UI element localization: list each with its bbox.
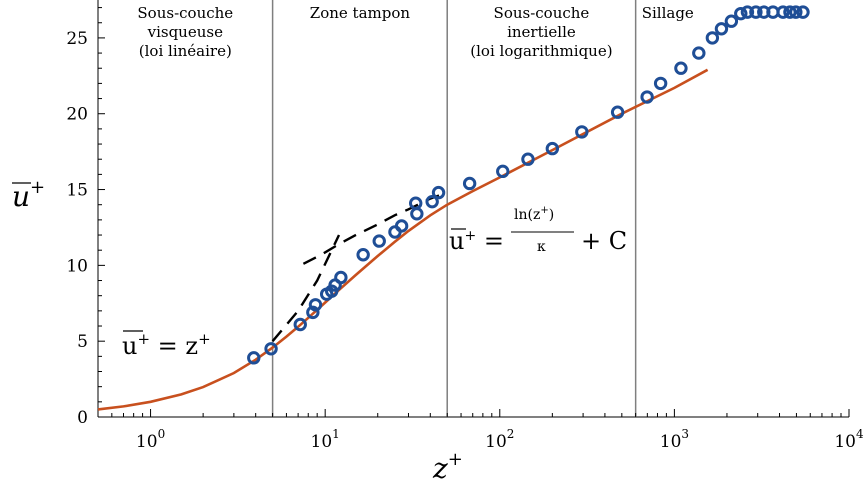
region-label-line: Sous-couche xyxy=(494,4,590,22)
x-ticks: 100 101 102 103 104 xyxy=(97,409,864,452)
data-point xyxy=(264,342,278,356)
x-tick-label: 100 xyxy=(136,427,165,452)
region-label-line: Zone tampon xyxy=(310,4,411,22)
data-point xyxy=(410,207,424,221)
y-axis-title-sup: + xyxy=(30,177,45,198)
x-tick-exponent: 1 xyxy=(332,427,340,441)
data-point xyxy=(521,152,535,166)
y-tick-label: 25 xyxy=(66,29,88,49)
x-axis-title: z+ xyxy=(432,449,463,485)
data-point xyxy=(425,194,439,209)
y-axis-title: u+ xyxy=(12,177,45,213)
region-label-line: visqueuse xyxy=(147,23,223,41)
svg-text:u+: u+ xyxy=(12,177,45,213)
region-label-line: (loi linéaire) xyxy=(139,42,232,60)
data-point xyxy=(749,5,763,19)
data-point xyxy=(724,14,739,28)
x-tick-label: 103 xyxy=(660,427,689,452)
plot-frame xyxy=(97,0,849,418)
data-series xyxy=(97,5,810,411)
y-ticks: 0 5 10 15 20 25 xyxy=(66,7,105,428)
region-label-2: Zone tampon xyxy=(310,4,411,22)
y-axis-title-base: u xyxy=(12,180,30,213)
svg-text:z+: z+ xyxy=(432,449,463,485)
data-point xyxy=(653,76,668,91)
x-tick-base: 10 xyxy=(834,432,856,452)
x-tick-label: 102 xyxy=(485,427,514,452)
x-tick-base: 10 xyxy=(136,432,158,452)
x-tick-exponent: 2 xyxy=(507,427,515,441)
data-point xyxy=(734,6,748,21)
region-label-line: Sous-couche xyxy=(137,4,233,22)
svg-text:+ C: + C xyxy=(581,227,627,255)
x-axis-title-sup: + xyxy=(448,449,463,470)
x-tick-label: 101 xyxy=(311,427,340,452)
data-point xyxy=(431,185,446,200)
y-tick-label: 20 xyxy=(66,105,88,125)
data-point xyxy=(462,176,477,191)
data-point xyxy=(247,351,261,365)
data-point xyxy=(692,46,706,60)
data-point xyxy=(575,125,589,139)
data-point xyxy=(714,22,729,36)
svg-text:u+ =: u+ = xyxy=(449,227,504,255)
data-point xyxy=(776,5,790,19)
data-point xyxy=(394,219,409,233)
data-point xyxy=(372,234,386,248)
data-point xyxy=(545,141,560,156)
data-point xyxy=(496,164,510,179)
x-tick-base: 10 xyxy=(660,432,682,452)
svg-text:κ: κ xyxy=(537,239,546,255)
data-point xyxy=(306,305,320,320)
region-label-1: Sous-couche visqueuse (loi linéaire) xyxy=(137,4,233,60)
region-label-line: Sillage xyxy=(642,4,694,22)
x-tick-base: 10 xyxy=(311,432,333,452)
data-point xyxy=(796,5,810,19)
y-tick-label: 15 xyxy=(66,181,88,201)
x-tick-exponent: 0 xyxy=(158,427,166,441)
x-tick-exponent: 4 xyxy=(856,427,864,441)
asymptote-dashed-2 xyxy=(271,234,341,342)
region-label-line: (loi logarithmique) xyxy=(470,42,612,60)
data-point xyxy=(308,298,323,312)
data-point xyxy=(610,105,625,119)
y-tick-label: 0 xyxy=(77,408,88,428)
region-label-line: inertielle xyxy=(507,23,576,41)
data-point xyxy=(740,5,755,19)
asymptote-dashed-3 xyxy=(302,191,448,265)
data-point xyxy=(334,270,348,285)
x-tick-exponent: 3 xyxy=(681,427,689,441)
data-point xyxy=(356,248,370,262)
x-tick-base: 10 xyxy=(485,432,507,452)
region-label-4: Sillage xyxy=(642,4,694,22)
annotation-log-law: u+ = ln(z+) κ + C xyxy=(449,205,627,255)
region-dividers xyxy=(271,0,637,417)
y-tick-label: 10 xyxy=(66,256,88,276)
region-labels: Sous-couche visqueuse (loi linéaire)Zone t… xyxy=(137,4,694,60)
data-point xyxy=(789,5,803,19)
region-label-3: Sous-couche inertielle (loi logarithmique) xyxy=(470,4,612,60)
data-point xyxy=(783,5,797,19)
y-tick-label: 5 xyxy=(77,332,88,352)
annotation-linear-law: u+ = z+ xyxy=(122,330,211,360)
data-point xyxy=(705,31,720,45)
x-tick-label: 104 xyxy=(834,427,864,452)
data-point xyxy=(293,317,307,332)
data-point xyxy=(674,61,688,75)
svg-text:u+ = z+: u+ = z+ xyxy=(122,330,211,360)
data-point xyxy=(640,90,654,104)
svg-text:ln(z+): ln(z+) xyxy=(514,205,554,223)
x-axis-title-base: z xyxy=(432,452,448,485)
